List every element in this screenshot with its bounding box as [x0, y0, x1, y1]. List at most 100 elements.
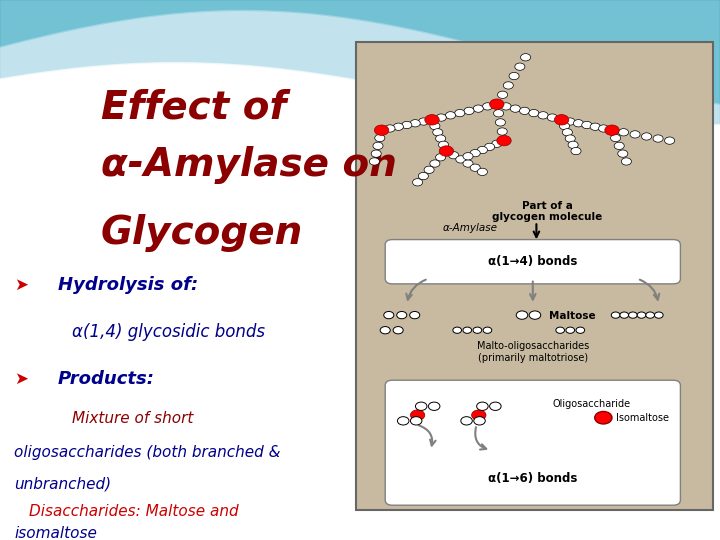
Circle shape	[510, 105, 521, 112]
Circle shape	[441, 147, 451, 154]
Circle shape	[377, 126, 387, 134]
Circle shape	[521, 53, 531, 61]
Circle shape	[369, 158, 379, 165]
Circle shape	[380, 327, 390, 334]
Circle shape	[436, 135, 446, 142]
Circle shape	[436, 154, 446, 161]
Circle shape	[441, 147, 451, 154]
Circle shape	[470, 164, 480, 171]
Circle shape	[436, 114, 446, 121]
Circle shape	[418, 172, 428, 180]
Circle shape	[497, 128, 507, 135]
Text: ➤: ➤	[14, 370, 28, 388]
Text: Effect of: Effect of	[101, 89, 286, 126]
Circle shape	[490, 402, 501, 410]
Circle shape	[497, 136, 511, 146]
Text: isomaltose: isomaltose	[14, 526, 97, 540]
Text: α(1→4) bonds: α(1→4) bonds	[488, 255, 577, 268]
Circle shape	[566, 327, 575, 333]
Circle shape	[473, 105, 483, 112]
Circle shape	[614, 142, 624, 150]
Circle shape	[397, 417, 409, 425]
Circle shape	[477, 146, 487, 154]
Circle shape	[464, 107, 474, 114]
Circle shape	[374, 125, 389, 136]
Circle shape	[571, 147, 581, 154]
Text: unbranched): unbranched)	[14, 477, 112, 491]
Circle shape	[576, 327, 585, 333]
Circle shape	[384, 312, 394, 319]
Circle shape	[529, 311, 541, 319]
Circle shape	[410, 312, 420, 319]
Circle shape	[415, 402, 427, 410]
Circle shape	[621, 158, 631, 165]
Circle shape	[410, 417, 422, 425]
Text: Isomaltose: Isomaltose	[616, 413, 669, 423]
Circle shape	[472, 410, 486, 420]
Circle shape	[492, 100, 502, 108]
Circle shape	[538, 112, 548, 119]
Circle shape	[582, 122, 592, 129]
Text: Maltose: Maltose	[549, 311, 595, 321]
Circle shape	[485, 143, 495, 151]
Circle shape	[410, 410, 425, 420]
Circle shape	[629, 312, 637, 318]
Circle shape	[430, 160, 440, 167]
Circle shape	[477, 168, 487, 176]
Circle shape	[492, 100, 502, 108]
Circle shape	[446, 112, 456, 119]
Circle shape	[470, 150, 480, 157]
Circle shape	[620, 312, 629, 318]
Circle shape	[455, 110, 465, 117]
Circle shape	[413, 179, 423, 186]
Circle shape	[642, 133, 652, 140]
Circle shape	[509, 72, 519, 80]
Text: Malto-oligosaccharides
(primarily maltotriose): Malto-oligosaccharides (primarily maltot…	[477, 341, 589, 363]
Circle shape	[630, 131, 640, 138]
Circle shape	[618, 129, 629, 136]
Circle shape	[646, 312, 654, 318]
Text: Part of a
glycogen molecule: Part of a glycogen molecule	[492, 200, 603, 222]
Circle shape	[595, 411, 612, 424]
FancyBboxPatch shape	[385, 240, 680, 284]
Circle shape	[498, 91, 508, 98]
Circle shape	[482, 103, 492, 110]
Circle shape	[439, 146, 454, 156]
Circle shape	[385, 125, 395, 132]
Circle shape	[427, 116, 437, 124]
Circle shape	[565, 135, 575, 142]
Circle shape	[461, 417, 472, 425]
Circle shape	[499, 137, 509, 144]
Circle shape	[495, 119, 505, 126]
Circle shape	[499, 137, 509, 144]
Circle shape	[654, 312, 663, 318]
Circle shape	[402, 122, 412, 129]
Circle shape	[377, 126, 387, 134]
Circle shape	[397, 312, 407, 319]
Circle shape	[418, 118, 428, 125]
Circle shape	[590, 123, 600, 130]
Text: α(1→6) bonds: α(1→6) bonds	[488, 472, 577, 485]
Circle shape	[372, 150, 382, 157]
Circle shape	[438, 141, 449, 148]
Text: α-Amylase on: α-Amylase on	[101, 146, 397, 184]
Circle shape	[428, 402, 440, 410]
Text: Oligosaccharide: Oligosaccharide	[553, 399, 631, 409]
Circle shape	[453, 327, 462, 333]
Circle shape	[410, 120, 420, 127]
Circle shape	[427, 116, 437, 124]
Circle shape	[528, 110, 539, 117]
Circle shape	[424, 166, 434, 173]
Circle shape	[557, 116, 567, 124]
Circle shape	[456, 156, 466, 163]
Circle shape	[490, 99, 504, 110]
Circle shape	[425, 114, 439, 125]
Text: Products:: Products:	[58, 370, 155, 388]
FancyBboxPatch shape	[385, 380, 680, 505]
Circle shape	[557, 116, 567, 124]
Circle shape	[516, 311, 528, 319]
Circle shape	[374, 134, 385, 141]
Text: Hydrolysis of:: Hydrolysis of:	[58, 276, 198, 294]
Circle shape	[441, 147, 451, 154]
Circle shape	[611, 134, 621, 141]
